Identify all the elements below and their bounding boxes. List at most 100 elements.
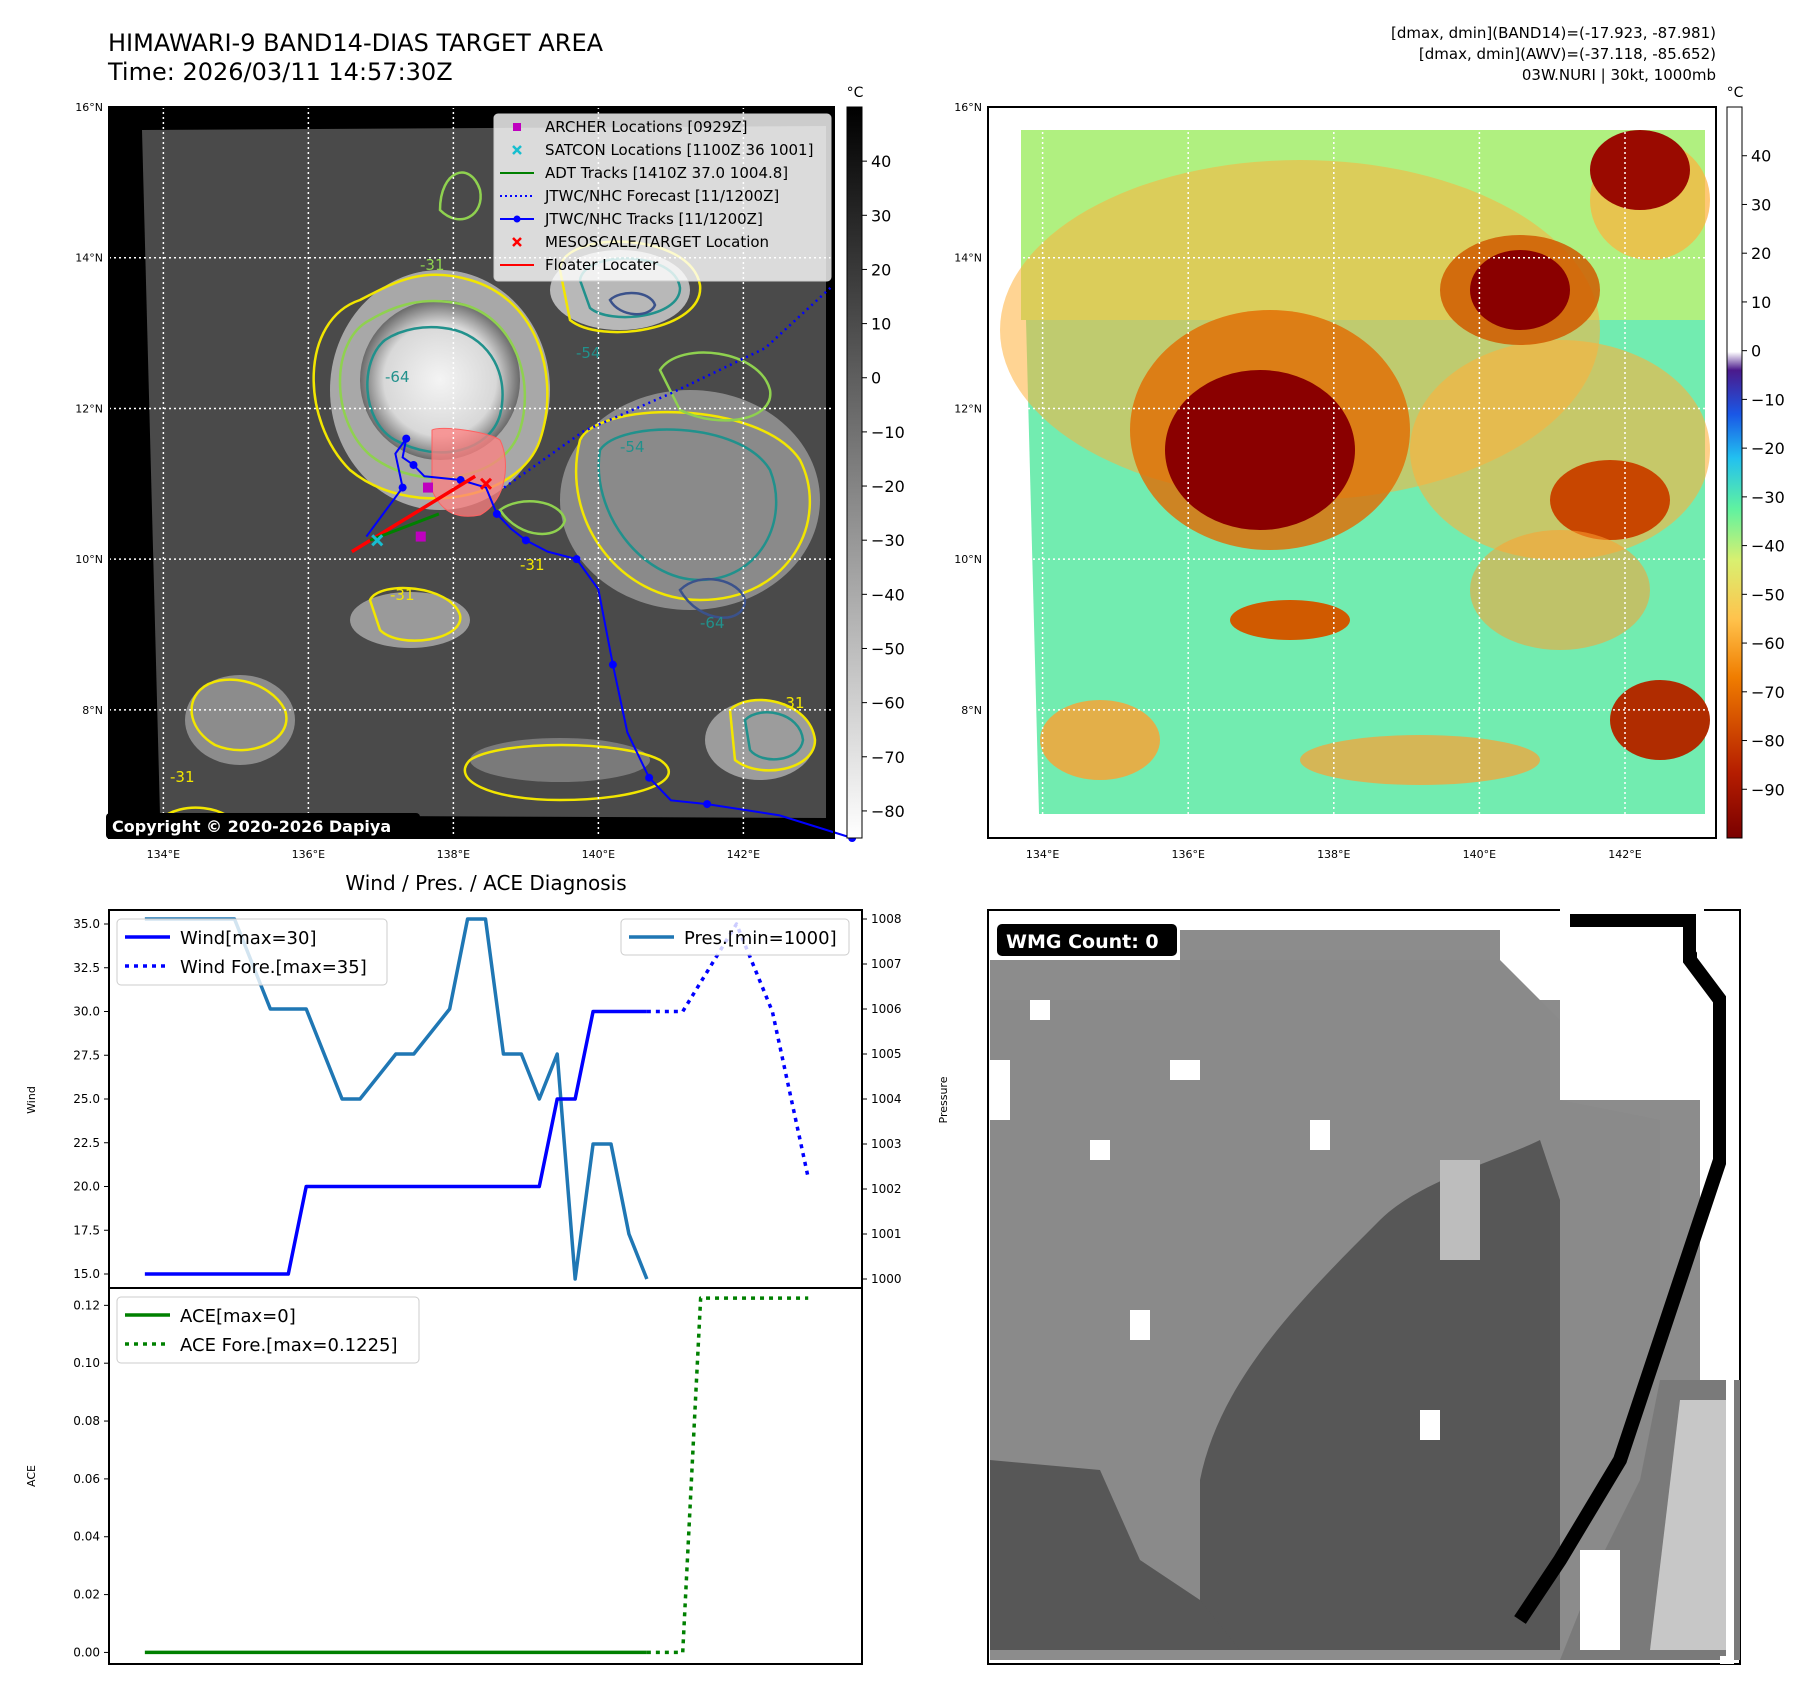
colorbar-label: −10 — [871, 423, 905, 442]
ir-contour-labels: -64 -54 -31 -31 -64 -54 -31 -31 -31 — [170, 256, 805, 786]
wmg-count-label: WMG Count: 0 — [1006, 931, 1159, 953]
track-point — [398, 483, 407, 492]
lon-label: 134°E — [1026, 848, 1059, 861]
wind-tick-label: 15.0 — [73, 1267, 100, 1281]
pressure-tick-label: 1003 — [871, 1137, 902, 1151]
colorbar-label: −20 — [871, 477, 905, 496]
archer-marker — [423, 482, 433, 493]
ir-lon-labels: 134°E 136°E 138°E 140°E 142°E — [147, 848, 760, 861]
copyright-box — [106, 813, 420, 839]
contour-label: -64 — [700, 614, 725, 632]
colorbar-label: −70 — [1751, 683, 1785, 702]
ace-tick-label: 0.08 — [73, 1414, 100, 1428]
contour-label: -54 — [620, 438, 645, 456]
ir-colorbar-unit: °C — [847, 85, 864, 101]
colorbar-label: 10 — [1751, 293, 1771, 312]
lat-label: 12°N — [75, 402, 103, 415]
colorbar-label: −50 — [871, 639, 905, 658]
lon-label: 136°E — [1171, 848, 1204, 861]
lon-label: 140°E — [582, 848, 615, 861]
colorbar-label: 0 — [1751, 342, 1761, 361]
track-point — [492, 509, 501, 518]
dmax-band14: [dmax, dmin](BAND14)=(-17.923, -87.981) — [1391, 24, 1716, 42]
ace-ticks: 0.12 0.10 0.08 0.06 0.04 0.02 0.00 — [73, 1298, 109, 1659]
track-point — [572, 555, 581, 564]
wind-legend-label: Wind[max=30] — [180, 928, 317, 949]
ace-tick-label: 0.12 — [73, 1298, 100, 1312]
ace-tick-label: 0.10 — [73, 1356, 100, 1370]
wv-colorbar: °C 40 30 20 10 0 −10 −20 −30 −40 −50 −60 −70 −80 −90 — [1726, 85, 1785, 839]
legend-label: SATCON Locations [1100Z 36 1001] — [545, 141, 813, 159]
figure-time: Time: 2026/03/11 14:57:30Z — [107, 58, 453, 86]
track-point — [409, 460, 418, 469]
track-point — [703, 800, 712, 809]
pressure-legend: Pres.[min=1000] — [620, 918, 850, 956]
pressure-tick-label: 1002 — [871, 1182, 902, 1196]
wind-tick-label: 25.0 — [73, 1092, 100, 1106]
satcon-marker — [371, 534, 384, 547]
colorbar-label: 10 — [871, 315, 891, 334]
wv-imagery — [1000, 130, 1710, 814]
wv-map-panel: 16°N 14°N 12°N 10°N 8°N 134°E 136°E 138°E 140°E… — [954, 101, 1717, 861]
colorbar-label: 30 — [871, 206, 891, 225]
ir-contours — [159, 171, 817, 831]
colorbar-label: 20 — [1751, 244, 1771, 263]
wind-tick-label: 27.5 — [73, 1048, 100, 1062]
ace-fore-legend-label: ACE Fore.[max=0.1225] — [180, 1335, 398, 1356]
track-point — [608, 660, 617, 669]
track-point — [521, 536, 530, 545]
ir-frame — [108, 106, 835, 839]
ir-tracks — [350, 286, 857, 842]
pressure-tick-label: 1000 — [871, 1272, 902, 1286]
ir-lat-labels: 16°N 14°N 12°N 10°N 8°N — [75, 101, 103, 717]
wmg-panel: WMG Count: 0 — [987, 906, 1741, 1665]
colorbar-label: −20 — [1751, 439, 1785, 458]
wind-legend: Wind[max=30] Wind Fore.[max=35] — [116, 918, 388, 986]
lat-label: 16°N — [954, 101, 982, 114]
ir-map-panel: -64 -54 -31 -31 -64 -54 -31 -31 -31 Copy… — [75, 101, 857, 861]
ace-tick-label: 0.04 — [73, 1530, 100, 1544]
forecast-track — [503, 286, 832, 489]
wind-tick-label: 22.5 — [73, 1136, 100, 1150]
legend-label: Floater Locater — [545, 256, 659, 274]
wind-tick-label: 30.0 — [73, 1005, 100, 1019]
wind-tick-label: 35.0 — [73, 917, 100, 931]
colorbar-label: −10 — [1751, 390, 1785, 409]
colorbar-label: −30 — [871, 531, 905, 550]
lat-label: 16°N — [75, 101, 103, 114]
ace-ylabel: ACE — [25, 1465, 38, 1487]
legend-square-icon — [513, 123, 521, 131]
legend-x-icon — [512, 237, 522, 247]
lat-label: 12°N — [954, 402, 982, 415]
contour-label: -64 — [385, 368, 410, 386]
colorbar-label: 0 — [871, 369, 881, 388]
figure-title: HIMAWARI-9 BAND14-DIAS TARGET AREA — [108, 29, 604, 57]
colorbar-label: −90 — [1751, 780, 1785, 799]
ir-legend: ARCHER Locations [0929Z] SATCON Locations… — [493, 113, 832, 282]
ace-tick-label: 0.06 — [73, 1472, 100, 1486]
wind-ticks: 35.0 32.5 30.0 27.5 25.0 22.5 20.0 17.5 15.0 — [73, 917, 109, 1281]
ace-forecast-line — [646, 1296, 809, 1655]
copyright-text: Copyright © 2020-2026 Dapiya — [112, 817, 391, 836]
colorbar-label: −50 — [1751, 585, 1785, 604]
colorbar-label: −60 — [1751, 634, 1785, 653]
lon-label: 142°E — [727, 848, 760, 861]
colorbar-label: 40 — [871, 152, 891, 171]
best-track — [365, 438, 853, 839]
lon-label: 136°E — [292, 848, 325, 861]
wv-lat-labels: 16°N 14°N 12°N 10°N 8°N — [954, 101, 982, 717]
target-marker — [479, 477, 493, 490]
colorbar-label: 40 — [1751, 147, 1771, 166]
wmg-count-box — [997, 924, 1177, 956]
colorbar-label: −60 — [871, 694, 905, 713]
wind-tick-label: 32.5 — [73, 961, 100, 975]
wind-fore-legend-label: Wind Fore.[max=35] — [180, 957, 367, 978]
lat-label: 8°N — [961, 704, 982, 717]
pressure-tick-label: 1008 — [871, 912, 902, 926]
dmax-awv: [dmax, dmin](AWV)=(-37.118, -85.652) — [1419, 45, 1716, 63]
colorbar-label: 30 — [1751, 195, 1771, 214]
lon-label: 142°E — [1608, 848, 1641, 861]
ace-tick-label: 0.02 — [73, 1588, 100, 1602]
contour-label: -31 — [780, 694, 805, 712]
